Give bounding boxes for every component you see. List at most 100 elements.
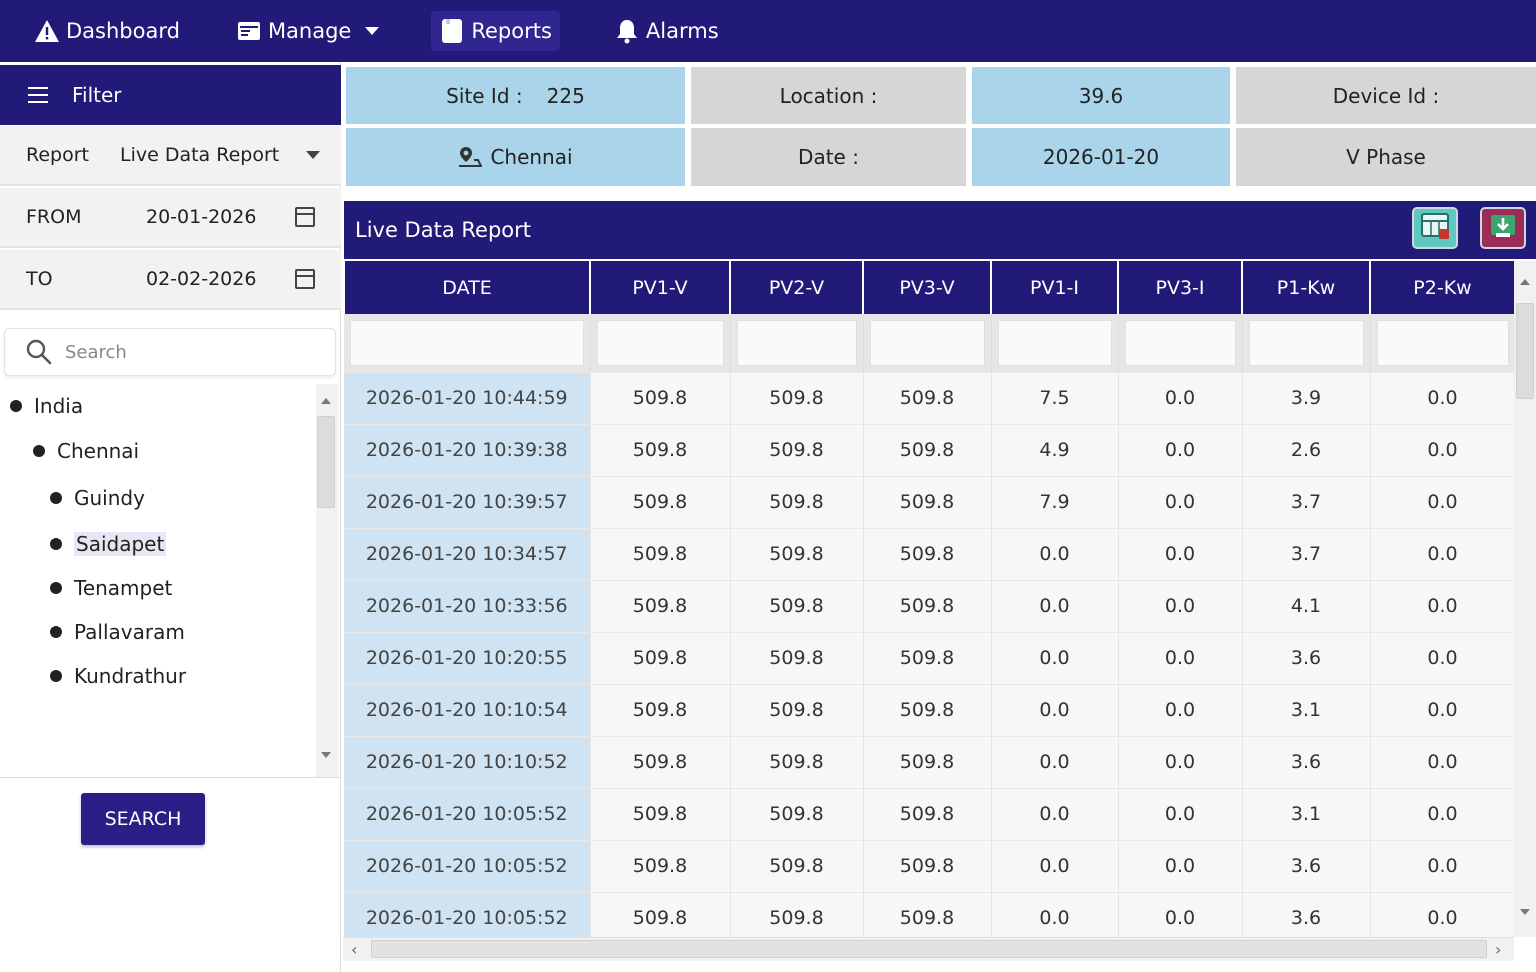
table-cell: 4.1 — [1242, 580, 1371, 633]
scroll-up-icon[interactable] — [1520, 279, 1530, 285]
hamburger-icon[interactable] — [28, 87, 48, 103]
scroll-right-icon[interactable]: › — [1495, 940, 1502, 959]
table-row[interactable]: 2026-01-20 10:05:52 509.8 509.8 509.8 0.0 0.0… — [344, 788, 1514, 841]
column-header-date[interactable]: DATE — [343, 261, 591, 314]
table-cell: 3.9 — [1242, 372, 1371, 425]
nav-alarms-label: Alarms — [645, 19, 719, 43]
table-row[interactable]: 2026-01-20 10:39:38 509.8 509.8 509.8 4.9 0.0… — [344, 424, 1514, 477]
table-cell: 2026-01-20 10:20:55 — [344, 632, 591, 685]
scroll-up-icon[interactable] — [321, 398, 331, 404]
table-cell: 0.0 — [991, 528, 1119, 581]
calendar-icon[interactable] — [295, 269, 315, 289]
table-row[interactable]: 2026-01-20 10:05:52 509.8 509.8 509.8 0.0 0.0… — [344, 892, 1514, 937]
table-row[interactable]: 2026-01-20 10:39:57 509.8 509.8 509.8 7.9 0.0… — [344, 476, 1514, 529]
table-cell: 3.6 — [1242, 892, 1371, 937]
bullet-icon — [10, 400, 22, 412]
filter-input[interactable] — [997, 319, 1112, 366]
tree-node-saidapet[interactable]: Saidapet — [50, 532, 167, 556]
phase-value: V Phase — [1346, 145, 1426, 169]
table-horizontal-scrollbar[interactable]: ‹ › — [343, 937, 1514, 961]
tree-node-tenampet[interactable]: Tenampet — [50, 576, 172, 600]
column-header-p2-kw[interactable]: P2-Kw — [1369, 261, 1514, 314]
table-cell: 0.0 — [1370, 892, 1514, 937]
tree-node-guindy[interactable]: Guindy — [50, 486, 145, 510]
filter-header[interactable]: Filter — [0, 65, 341, 125]
column-header-pv3-i[interactable]: PV3-I — [1117, 261, 1243, 314]
filter-input[interactable] — [1376, 319, 1509, 366]
scroll-down-icon[interactable] — [321, 752, 331, 758]
column-header-pv1-v[interactable]: PV1-V — [589, 261, 731, 314]
table-cell: 509.8 — [730, 424, 864, 477]
report-panel-header: Live Data Report — [344, 201, 1536, 259]
date-value-cell: 2026-01-20 — [972, 128, 1230, 186]
table-cell: 0.0 — [1118, 684, 1243, 737]
scrollbar-thumb[interactable] — [371, 940, 1487, 958]
tree-node-chennai[interactable]: Chennai — [33, 439, 139, 463]
table-cell: 509.8 — [863, 788, 992, 841]
table-cell: 509.8 — [590, 580, 731, 633]
table-row[interactable]: 2026-01-20 10:20:55 509.8 509.8 509.8 0.0 0.0… — [344, 632, 1514, 685]
filter-input[interactable] — [350, 319, 584, 366]
divider — [0, 777, 341, 778]
table-cell: 7.5 — [991, 372, 1119, 425]
filter-input[interactable] — [1248, 319, 1364, 366]
report-select[interactable]: Report Live Data Report — [0, 126, 341, 186]
tree-node-kundrathur[interactable]: Kundrathur — [50, 664, 186, 688]
column-header-pv1-i[interactable]: PV1-I — [990, 261, 1119, 314]
nav-dashboard[interactable]: Dashboard — [26, 11, 188, 51]
table-cell: 509.8 — [730, 788, 864, 841]
location-value: 39.6 — [1078, 83, 1124, 108]
filter-input[interactable] — [1124, 319, 1236, 366]
top-navbar: Dashboard Manage Reports Alarms — [0, 0, 1536, 62]
scroll-down-icon[interactable] — [1520, 909, 1530, 915]
tree-scrollbar[interactable] — [316, 384, 338, 778]
table-cell: 2.6 — [1242, 424, 1371, 477]
scrollbar-thumb[interactable] — [1516, 303, 1534, 399]
table-row[interactable]: 2026-01-20 10:44:59 509.8 509.8 509.8 7.5 0.0… — [344, 372, 1514, 425]
table-cell: 3.6 — [1242, 736, 1371, 789]
scrollbar-thumb[interactable] — [317, 416, 335, 508]
table-cell: 3.7 — [1242, 528, 1371, 581]
table-cell: 509.8 — [590, 632, 731, 685]
search-button[interactable]: SEARCH — [81, 793, 205, 845]
nav-manage[interactable]: Manage — [228, 11, 387, 51]
filter-input[interactable] — [596, 319, 724, 366]
nav-alarms[interactable]: Alarms — [606, 11, 727, 51]
table-vertical-scrollbar[interactable] — [1514, 261, 1536, 937]
report-value[interactable]: Live Data Report — [120, 144, 280, 166]
table-cell: 0.0 — [1370, 632, 1514, 685]
from-date-field[interactable]: FROM 20-01-2026 — [0, 188, 341, 248]
to-date-field[interactable]: TO 02-02-2026 — [0, 250, 341, 310]
filter-input[interactable] — [736, 319, 857, 366]
from-date-value[interactable]: 20-01-2026 — [146, 206, 257, 228]
device-id-cell: Device Id : — [1236, 67, 1536, 124]
column-header-pv3-v[interactable]: PV3-V — [862, 261, 992, 314]
table-cell: 509.8 — [863, 840, 992, 893]
calendar-icon[interactable] — [295, 207, 315, 227]
table-cell: 0.0 — [991, 840, 1119, 893]
scroll-left-icon[interactable]: ‹ — [351, 940, 358, 959]
nav-reports[interactable]: Reports — [431, 11, 560, 51]
table-row[interactable]: 2026-01-20 10:10:54 509.8 509.8 509.8 0.0 0.0… — [344, 684, 1514, 737]
table-row[interactable]: 2026-01-20 10:34:57 509.8 509.8 509.8 0.0 0.0… — [344, 528, 1514, 581]
export-pdf-button[interactable] — [1480, 207, 1526, 249]
column-header-p1-kw[interactable]: P1-Kw — [1241, 261, 1371, 314]
table-cell: 509.8 — [730, 528, 864, 581]
table-row[interactable]: 2026-01-20 10:05:52 509.8 509.8 509.8 0.0 0.0… — [344, 840, 1514, 893]
to-date-value[interactable]: 02-02-2026 — [146, 268, 257, 290]
from-label: FROM — [26, 206, 82, 228]
table-row[interactable]: 2026-01-20 10:33:56 509.8 509.8 509.8 0.0 0.0… — [344, 580, 1514, 633]
tree-node-india[interactable]: India — [10, 394, 83, 418]
chevron-down-icon — [365, 27, 380, 35]
table-row[interactable]: 2026-01-20 10:10:52 509.8 509.8 509.8 0.0 0.0… — [344, 736, 1514, 789]
table-cell: 0.0 — [991, 580, 1119, 633]
export-excel-button[interactable] — [1412, 207, 1458, 249]
tree-node-pallavaram[interactable]: Pallavaram — [50, 620, 185, 644]
filter-input[interactable] — [869, 319, 985, 366]
column-header-pv2-v[interactable]: PV2-V — [729, 261, 864, 314]
report-title: Live Data Report — [355, 218, 531, 242]
chevron-down-icon[interactable] — [306, 151, 320, 159]
table-cell: 0.0 — [1370, 788, 1514, 841]
tree-search-input[interactable]: Search — [4, 328, 336, 376]
table-cell: 509.8 — [590, 476, 731, 529]
